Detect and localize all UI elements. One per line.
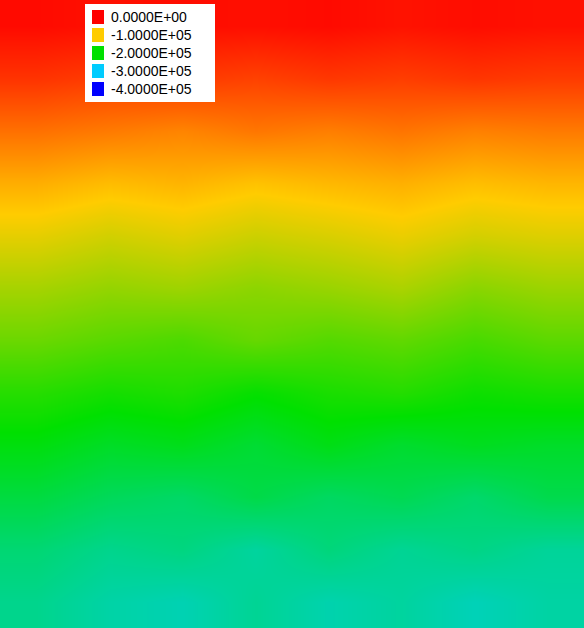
svg-text:0.0000E+00: 0.0000E+00 [111,9,187,25]
svg-text:-2.0000E+05: -2.0000E+05 [111,45,192,61]
svg-text:-4.0000E+05: -4.0000E+05 [111,81,192,97]
svg-text:-1.0000E+05: -1.0000E+05 [111,27,192,43]
svg-text:-3.0000E+05: -3.0000E+05 [111,63,192,79]
